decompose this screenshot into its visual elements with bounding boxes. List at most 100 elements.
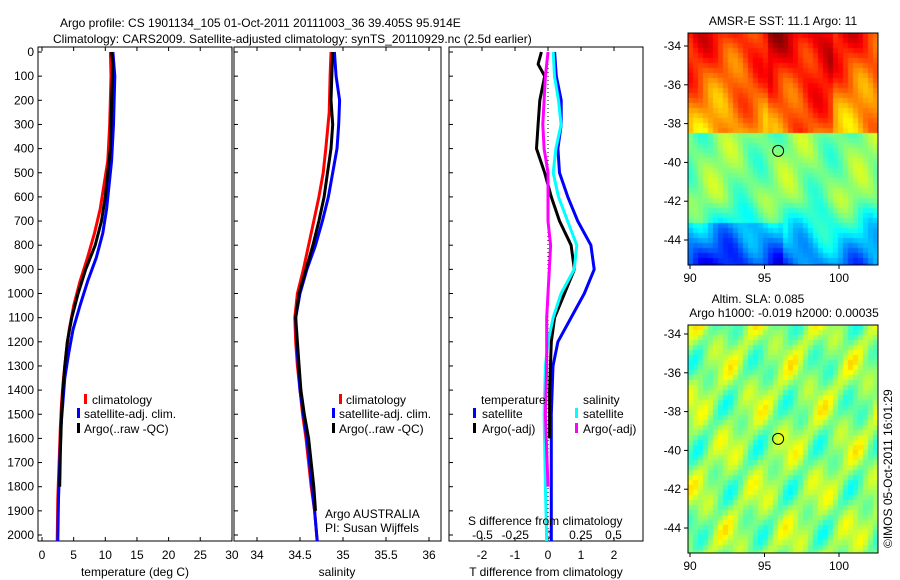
lat-tick-label: -40 [664,155,682,169]
imos-timestamp: ©IMOS 05-Oct-2011 16:01:29 [881,389,895,548]
depth-tick-label: 800 [14,238,34,252]
x-tick-label: 34.5 [288,548,312,562]
x-tick-label: -1 [510,548,521,562]
series-line-temperature-argo-adj- [535,51,576,439]
legend-t-argo-swatch [473,423,476,433]
legend-t-satellite-swatch [473,408,476,418]
legend-s-satellite: satellite [583,407,624,421]
depth-tick-label: 1000 [7,287,34,301]
legend-satellite-swatch [332,408,335,418]
x-tick-label: 10 [99,548,113,562]
legend-salinity-heading: salinity [583,393,620,407]
x-tick-label: 1 [578,548,585,562]
series-line-satellite-adj-clim- [56,51,117,542]
series-line-argo-raw-qc- [58,51,115,487]
legend-climatology: climatology [92,393,152,407]
x-tick-label: 5 [70,548,77,562]
lon-tick-label: 95 [758,271,772,285]
t-diff-axis-title: T difference from climatology [469,565,623,579]
x-tick-label: 30 [225,548,239,562]
depth-tick-label: 1800 [7,480,34,494]
series-line-salinity-argo-adj- [541,51,553,487]
legend-s-argo: Argo(-adj) [583,422,636,436]
x-tick-label: 15 [130,548,144,562]
depth-tick-label: 1100 [8,311,34,325]
institution-label: Argo AUSTRALIA [325,507,420,521]
salinity-panel: 34 34.5 35 35.5 36 [233,46,442,562]
legend-t-argo: Argo(-adj) [482,422,535,436]
x-tick-label: 35.5 [374,548,398,562]
legend-satellite: satellite-adj. clim. [339,407,431,421]
series-line-temperature-satellite [549,51,596,541]
x-tick-label: 0 [545,548,552,562]
legend-t-satellite: satellite [482,407,523,421]
depth-tick-label: 600 [14,190,34,204]
lon-tick-label: 90 [683,271,697,285]
lat-tick-label: -34 [664,39,682,53]
x-tick-label: 2 [611,548,618,562]
x-tick-label: 34 [250,548,264,562]
depth-tick-label: 200 [14,93,34,107]
title-line2: Climatology: CARS2009. Satellite-adjuste… [53,32,532,46]
lat-tick-label: -36 [664,78,682,92]
lat-tick-label: -42 [664,194,682,208]
difference-panel: -2 -1 0 1 2 -0.5 -0.25 0 0.25 0.5 [448,46,644,562]
sla-map-title: Altim. SLA: 0.085 [712,292,805,306]
x-tick-label: 20 [162,548,176,562]
lon-tick-label: 100 [829,559,849,573]
depth-tick-label: 1500 [7,407,34,421]
salinity-axis-title: salinity [319,565,356,579]
depth-tick-label: 0 [27,45,34,59]
depth-tick-label: 1300 [7,359,34,373]
series-line-argo-raw-qc- [294,51,335,511]
depth-tick-label: 700 [14,214,34,228]
depth-tick-label: 1700 [7,456,34,470]
depth-tick-label: 1900 [7,504,34,518]
s-diff-tick-label: 0.5 [605,528,622,542]
lat-tick-label: -38 [664,117,682,131]
legend-climatology-swatch [84,394,87,404]
lon-tick-label: 95 [758,559,772,573]
legend-temperature-heading: temperature [481,393,546,407]
s-diff-tick-label: 0 [545,528,552,542]
lat-tick-label: -44 [664,521,682,535]
legend-argo: Argo(..raw -QC) [339,422,424,436]
legend-argo-swatch [77,423,80,433]
lat-tick-label: -36 [664,366,682,380]
legend-argo: Argo(..raw -QC) [84,422,169,436]
legend-climatology-swatch [339,394,342,404]
sla-map-subtitle: Argo h1000: -0.019 h2000: 0.00035 [689,306,879,320]
x-tick-label: 25 [194,548,208,562]
title-line1: Argo profile: CS 1901134_105 01-Oct-2011… [60,16,461,30]
depth-tick-label: 900 [14,262,34,276]
s-diff-tick-label: -0.25 [502,528,530,542]
lat-tick-label: -38 [664,405,682,419]
depth-tick-label: 100 [14,69,34,83]
legend-s-satellite-swatch [575,408,578,418]
lon-tick-label: 100 [829,271,849,285]
legend-satellite-swatch [77,408,80,418]
sst-map-title: AMSR-E SST: 11.1 Argo: 11 [709,14,858,28]
depth-tick-label: 400 [14,142,34,156]
depth-tick-label: 1600 [7,431,34,445]
temperature-panel: 0 100 200 300 400 500 600 700 800 900 1000 1100 1200… [7,45,239,562]
legend-s-argo-swatch [575,423,578,433]
x-tick-label: -2 [477,548,488,562]
temperature-axis-title: temperature (deg C) [81,565,189,579]
pi-label: PI: Susan Wijffels [325,521,419,535]
depth-tick-label: 500 [14,166,34,180]
depth-tick-label: 1200 [7,335,34,349]
legend-climatology: climatology [346,393,406,407]
sla-map-axes: 90 95 100 -34 -36 -38 -40 -42 -44 [664,327,850,573]
lon-tick-label: 90 [683,559,697,573]
sst-map [688,33,878,265]
depth-tick-label: 300 [14,117,34,131]
s-diff-tick-label: -0.5 [472,528,493,542]
s-diff-tick-label: 0.25 [569,528,593,542]
s-diff-axis-title: S difference from climatology [468,514,623,528]
x-tick-label: 35 [336,548,350,562]
lat-tick-label: -40 [664,443,682,457]
depth-tick-label: 2000 [7,528,34,542]
